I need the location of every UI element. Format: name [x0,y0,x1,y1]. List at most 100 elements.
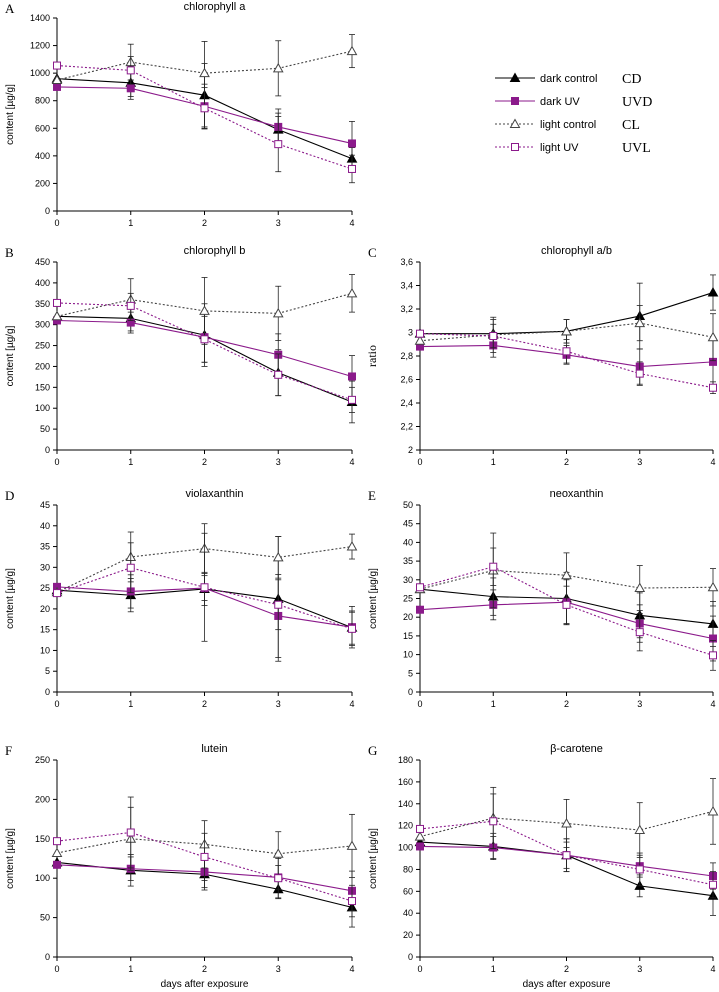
data-point [416,824,424,833]
y-tick-label: 60 [403,886,413,896]
series-uvl [53,796,356,918]
legend-marker [509,72,521,82]
series-line [56,302,353,401]
data-point [562,347,571,356]
y-tick-label: 350 [35,299,50,309]
x-tick-label: 4 [710,964,715,974]
x-tick-label: 0 [417,699,422,709]
chart-title: chlorophyll a [184,1,247,13]
data-point [346,45,358,56]
y-tick-label: 0 [408,952,413,962]
series-line [56,50,353,81]
panel-g: 0 20 40 60 80 100 120 140 160 180 0 1 2 3 4 β-carotene G… [368,743,719,990]
x-tick-label: 3 [637,964,642,974]
series-uvl [53,56,356,184]
data-point [561,325,572,336]
data-point [561,817,572,828]
x-tick-label: 1 [128,457,133,467]
data-point [126,84,135,93]
y-tick-label: 3 [408,328,413,338]
data-point [53,82,61,91]
data-point [346,287,358,298]
data-point [635,369,644,378]
legend-item-uvd: dark UV UVD [495,95,652,110]
data-point [416,605,424,614]
y-tick-label: 40 [40,521,50,531]
data-point [634,824,646,835]
y-tick-label: 2,2 [400,422,413,432]
x-tick-label: 1 [128,218,133,228]
y-axis-label: content [µg/g] [5,84,16,145]
x-tick-label: 1 [491,457,496,467]
y-tick-label: 200 [35,361,50,371]
x-tick-label: 2 [202,699,207,709]
y-tick-label: 100 [398,843,413,853]
x-tick-label: 4 [710,457,715,467]
y-tick-label: 20 [403,930,413,940]
y-tick-label: 50 [40,424,50,434]
y-tick-label: 25 [40,583,50,593]
panel-d: 0 5 10 15 20 25 30 35 40 45 0 1 2 3 4 violaxanthin Dcont… [5,488,358,709]
data-point [274,140,283,149]
data-point [634,582,646,593]
x-tick-label: 1 [491,964,496,974]
data-point [272,307,284,318]
y-axis-label: content [µg/g] [5,568,16,629]
data-point [126,301,135,310]
panel-c: 2 2,2 2,4 2,6 2,8 3 3,2 3,4 3,6 0 1 2 3 4 chlorophyll … [365,245,719,467]
x-tick-label: 3 [276,457,281,467]
y-tick-label: 250 [35,755,50,765]
series-cl [414,305,719,362]
data-point [348,395,356,404]
data-point [707,331,719,342]
data-point [416,329,424,338]
x-tick-label: 0 [417,964,422,974]
y-tick-label: 45 [40,500,50,510]
y-tick-label: 150 [35,382,50,392]
y-tick-label: 100 [35,403,50,413]
data-point [348,897,356,906]
y-tick-label: 80 [403,864,413,874]
data-point [561,569,572,580]
data-point [489,562,498,571]
panel-letter: C [368,245,377,260]
x-tick-label: 2 [202,457,207,467]
data-point [634,317,646,328]
legend-label: light control [540,119,596,131]
data-point [707,581,719,592]
y-tick-label: 10 [403,650,413,660]
series-uvl [53,292,356,413]
x-tick-label: 2 [202,218,207,228]
data-point [562,851,571,860]
data-point [709,383,717,392]
y-tick-label: 20 [403,612,413,622]
y-tick-label: 3,2 [400,304,413,314]
series-line [419,820,714,886]
y-tick-label: 1000 [30,68,50,78]
y-axis-label: content [µg/g] [5,325,16,386]
y-tick-label: 30 [403,575,413,585]
x-tick-label: 3 [637,699,642,709]
series-uvl [416,323,717,395]
y-tick-label: 1400 [30,13,50,23]
y-tick-label: 50 [403,500,413,510]
y-tick-label: 800 [35,96,50,106]
legend-abbr: UVL [622,141,651,156]
y-tick-label: 5 [45,666,50,676]
x-tick-label: 4 [349,457,354,467]
y-axis-label: ratio [365,345,379,367]
data-point [416,583,424,592]
y-tick-label: 40 [403,537,413,547]
data-point [53,589,61,598]
data-point [200,335,209,344]
data-point [126,66,135,75]
data-point [562,600,571,609]
series-uvl [53,532,356,646]
legend-abbr: UVD [622,95,652,110]
chart-title: chlorophyll b [184,245,246,257]
y-tick-label: 200 [35,178,50,188]
y-tick-label: 0 [45,206,50,216]
y-tick-label: 140 [398,799,413,809]
